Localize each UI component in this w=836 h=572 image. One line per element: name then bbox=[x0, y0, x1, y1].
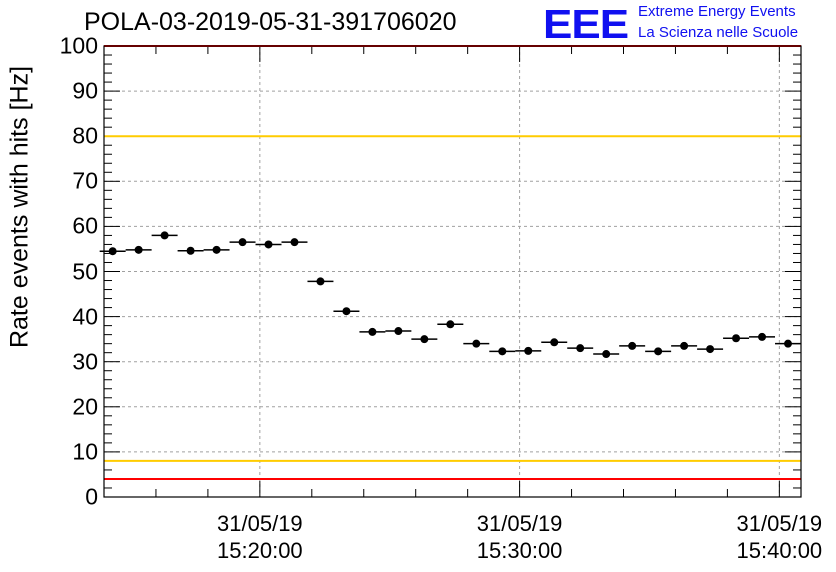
data-point bbox=[758, 332, 767, 341]
data-point bbox=[264, 240, 273, 249]
x-tick-time: 15:30:00 bbox=[476, 538, 563, 563]
y-axis-label: Rate events with hits [Hz] bbox=[5, 65, 34, 349]
x-tick-label: 31/05/19 15:20:00 bbox=[217, 510, 303, 564]
y-tick-label: 20 bbox=[72, 393, 98, 420]
data-point bbox=[342, 307, 351, 316]
data-point bbox=[784, 339, 793, 348]
data-point bbox=[472, 339, 481, 348]
data-point bbox=[316, 277, 325, 286]
data-point bbox=[134, 245, 143, 254]
y-tick-label: 30 bbox=[72, 348, 98, 375]
data-point bbox=[524, 346, 533, 355]
plot-frame bbox=[103, 45, 802, 498]
data-point bbox=[212, 245, 221, 254]
x-tick-label: 31/05/19 15:30:00 bbox=[477, 510, 563, 564]
x-tick-label: 31/05/19 15:40:00 bbox=[737, 510, 823, 564]
y-tick-label: 90 bbox=[72, 77, 98, 104]
data-point bbox=[706, 345, 715, 354]
data-point bbox=[576, 344, 585, 353]
data-point bbox=[238, 238, 247, 247]
y-tick-label: 80 bbox=[72, 122, 98, 149]
y-tick-label: 100 bbox=[59, 32, 98, 59]
y-tick-label: 50 bbox=[72, 258, 98, 284]
data-point bbox=[160, 231, 169, 240]
data-point bbox=[550, 338, 559, 347]
data-point bbox=[108, 247, 117, 256]
x-tick-time: 15:40:00 bbox=[736, 538, 823, 563]
data-point bbox=[420, 335, 429, 344]
data-point bbox=[446, 320, 455, 329]
x-tick-date: 31/05/19 bbox=[217, 511, 303, 536]
data-point bbox=[394, 327, 403, 336]
y-tick-label: 60 bbox=[72, 212, 98, 239]
data-point bbox=[186, 246, 195, 255]
data-point bbox=[498, 347, 507, 356]
y-tick-label: 10 bbox=[72, 438, 98, 465]
data-point bbox=[654, 347, 663, 356]
x-tick-date: 31/05/19 bbox=[736, 511, 823, 536]
data-point bbox=[290, 238, 299, 247]
y-tick-label: 70 bbox=[72, 167, 98, 194]
data-point bbox=[602, 350, 611, 359]
logo-subtitle-line2: La Scienza nelle Scuole bbox=[638, 24, 799, 41]
y-tick-label: 0 bbox=[85, 483, 98, 510]
chart-title: POLA-03-2019-05-31-391706020 bbox=[84, 8, 457, 36]
x-tick-date: 31/05/19 bbox=[476, 511, 563, 536]
eee-logo: EEE bbox=[543, 2, 629, 48]
y-tick-label: 40 bbox=[72, 303, 98, 330]
data-point bbox=[368, 327, 377, 336]
logo-subtitle-line1: Extreme Energy Events bbox=[638, 3, 796, 20]
data-point bbox=[680, 341, 689, 350]
x-tick-time: 15:20:00 bbox=[217, 538, 303, 563]
data-point bbox=[732, 334, 741, 343]
data-point bbox=[628, 341, 637, 350]
